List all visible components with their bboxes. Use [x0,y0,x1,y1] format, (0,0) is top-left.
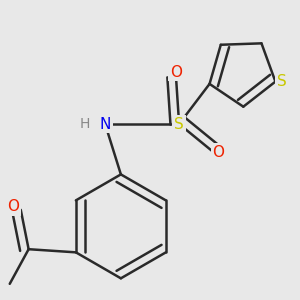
Text: H: H [80,117,90,131]
Text: S: S [174,116,184,131]
Text: O: O [7,199,19,214]
Text: N: N [99,116,111,131]
Text: O: O [170,64,182,80]
Text: O: O [212,145,224,160]
Text: S: S [277,74,286,89]
